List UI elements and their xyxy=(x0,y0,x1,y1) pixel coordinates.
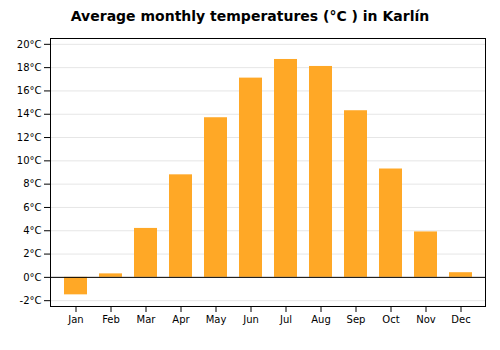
svg-text:Nov: Nov xyxy=(416,314,436,325)
svg-text:18°C: 18°C xyxy=(17,62,42,73)
svg-text:12°C: 12°C xyxy=(17,132,42,143)
svg-text:4°C: 4°C xyxy=(23,225,41,236)
svg-text:6°C: 6°C xyxy=(23,202,41,213)
svg-text:2°C: 2°C xyxy=(23,248,41,259)
svg-text:Jul: Jul xyxy=(279,314,292,325)
svg-text:Sep: Sep xyxy=(347,314,366,325)
svg-text:Oct: Oct xyxy=(382,314,399,325)
svg-text:Aug: Aug xyxy=(311,314,331,325)
svg-text:16°C: 16°C xyxy=(17,85,42,96)
svg-text:8°C: 8°C xyxy=(23,178,41,189)
svg-text:Feb: Feb xyxy=(102,314,120,325)
svg-text:20°C: 20°C xyxy=(17,39,42,50)
svg-text:Dec: Dec xyxy=(451,314,470,325)
svg-text:Jan: Jan xyxy=(67,314,83,325)
svg-text:14°C: 14°C xyxy=(17,108,42,119)
svg-text:0°C: 0°C xyxy=(23,272,41,283)
svg-text:10°C: 10°C xyxy=(17,155,42,166)
svg-text:-2°C: -2°C xyxy=(20,295,42,306)
svg-text:Apr: Apr xyxy=(172,314,190,325)
svg-text:Mar: Mar xyxy=(137,314,157,325)
svg-text:Jun: Jun xyxy=(242,314,259,325)
svg-text:May: May xyxy=(206,314,227,325)
html-text:Average monthly temperatures (: Average monthly temperatures (°C ) in Ka… xyxy=(70,8,430,24)
